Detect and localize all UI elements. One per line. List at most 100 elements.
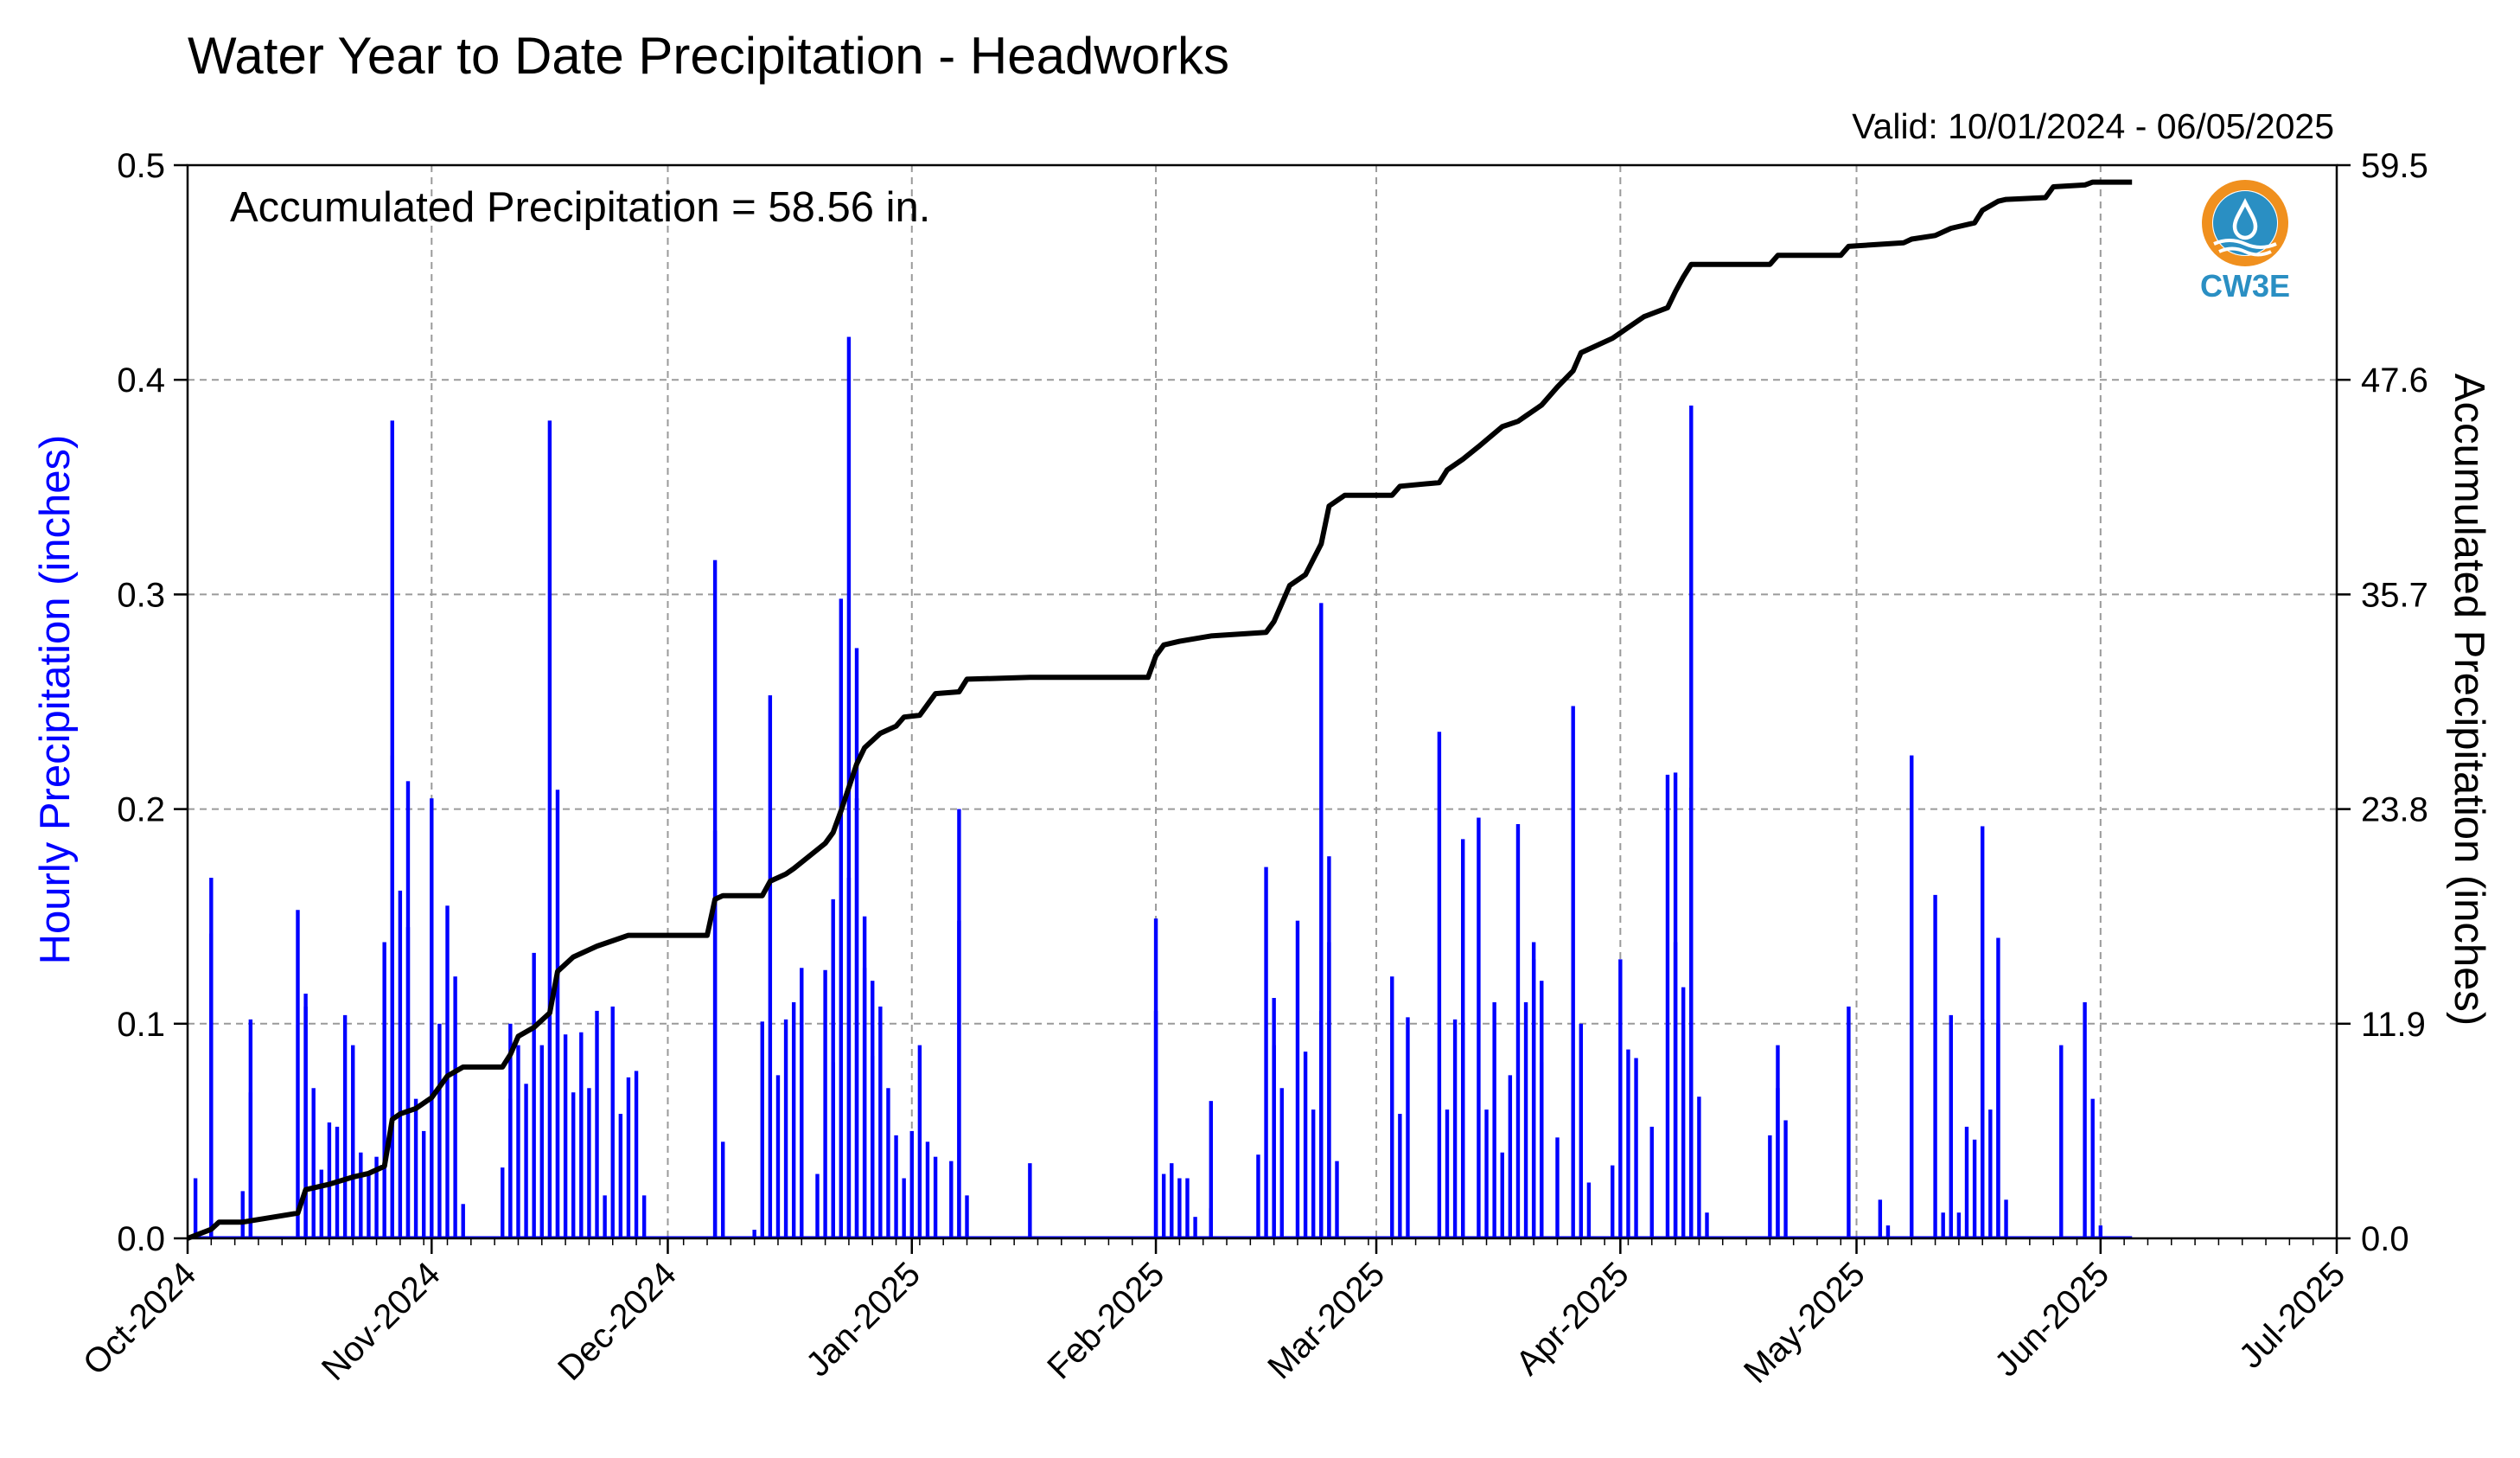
hourly-bar	[1783, 1120, 1788, 1238]
hourly-bar	[524, 1084, 528, 1238]
hourly-bar	[501, 1167, 505, 1238]
logo-ring	[2202, 180, 2288, 266]
hourly-bar	[359, 1152, 363, 1238]
tick-labels: 0.0 0.1 0.2 0.3 0.4 0.5 0.0 11.9 23.8 35.7 47.6 59.…	[76, 147, 2428, 1391]
y-tick-label: 0.0	[117, 1220, 165, 1258]
hourly-bar	[1996, 1023, 2000, 1238]
hourly-bar	[1153, 918, 1158, 1238]
hourly-bar	[775, 1075, 781, 1238]
hourly-bar	[1981, 1019, 1985, 1238]
hourly-bar	[610, 1006, 615, 1238]
y2-tick-label: 35.7	[2361, 576, 2428, 614]
hourly-bar	[413, 1098, 418, 1238]
hourly-bar	[1500, 1152, 1504, 1238]
hourly-bar	[618, 1114, 623, 1238]
y2-tick-label: 47.6	[2361, 361, 2428, 400]
hourly-bar	[2098, 1225, 2103, 1238]
hourly-bar	[1177, 1178, 1182, 1238]
hourly-bar	[1028, 1163, 1032, 1238]
x-tick-label: Jun-2025	[1987, 1255, 2116, 1384]
hourly-bar	[382, 942, 386, 1238]
hourly-bar	[1665, 774, 1670, 1238]
hourly-bar	[800, 968, 804, 1238]
hourly-bar	[1523, 1001, 1528, 1238]
hourly-bar	[1398, 1114, 1402, 1238]
hourly-bar	[721, 1141, 725, 1238]
hourly-bar	[1515, 823, 1521, 1238]
hourly-bar	[398, 890, 403, 1238]
hourly-bar	[871, 1056, 875, 1238]
hourly-bar	[430, 798, 434, 1238]
hourly-bar	[1531, 942, 1536, 1238]
hourly-bar	[634, 1071, 639, 1238]
hourly-bar	[878, 1006, 883, 1238]
hourly-bar	[209, 878, 214, 1238]
y-tick-label: 0.5	[117, 147, 165, 185]
hourly-bar	[563, 1034, 568, 1238]
y-tick-label: 0.3	[117, 576, 165, 614]
y2-tick-label: 0.0	[2361, 1220, 2409, 1258]
x-tick-label: Jan-2025	[799, 1255, 928, 1384]
hourly-bar	[327, 1122, 332, 1238]
hourly-bar	[367, 1173, 371, 1238]
hourly-bar	[933, 1156, 938, 1238]
hourly-bar	[437, 1023, 442, 1238]
hourly-bar	[1847, 1006, 1851, 1238]
accumulated-line	[186, 179, 2133, 1241]
hourly-bar	[1327, 942, 1331, 1238]
hourly-bar	[1579, 1023, 1584, 1238]
hourly-bar	[1634, 1058, 1638, 1238]
hourly-bar	[453, 976, 457, 1238]
hourly-bar	[2083, 1001, 2087, 1238]
hourly-bar	[902, 1178, 906, 1238]
hourly-bar	[571, 1092, 576, 1238]
hourly-bar	[1445, 1109, 1450, 1238]
hourly-bar	[1649, 1126, 1654, 1238]
hourly-bar	[1705, 1212, 1709, 1238]
hourly-bar	[886, 1088, 890, 1238]
hourly-bar	[712, 830, 718, 1238]
hourly-bar	[240, 1191, 245, 1238]
hourly-bar	[949, 1161, 954, 1238]
x-tick-label: Mar-2025	[1260, 1255, 1392, 1386]
hourly-bar	[311, 1088, 316, 1238]
hourly-bar	[1964, 1126, 1969, 1238]
hourly-bar	[1477, 817, 1481, 1238]
hourly-bar	[1452, 1019, 1458, 1238]
hourly-bar	[626, 1077, 631, 1238]
hourly-bar	[839, 598, 844, 1238]
hourly-bar	[1949, 1014, 1953, 1238]
y-axis-label: Hourly Precipitation (inches)	[32, 435, 79, 965]
hourly-bar	[319, 1169, 324, 1238]
hourly-bar	[917, 1045, 922, 1238]
hourly-bar	[1209, 1208, 1214, 1238]
hourly-bar	[374, 1156, 379, 1238]
hourly-bar	[579, 1032, 584, 1238]
hourly-bar	[1272, 1045, 1276, 1238]
x-tick-label: Nov-2024	[315, 1255, 448, 1388]
hourly-bar	[752, 1230, 756, 1238]
hourly-bar	[555, 972, 560, 1238]
hourly-bar	[1492, 1001, 1496, 1238]
hourly-bar	[532, 952, 536, 1238]
hourly-bar	[1910, 755, 1914, 1238]
hourly-bar	[1626, 1049, 1630, 1238]
hourly-bar	[603, 1195, 607, 1238]
hourly-bar	[1193, 1217, 1197, 1238]
hourly-bar	[1555, 1137, 1560, 1238]
hourly-bar	[508, 1023, 513, 1238]
hourly-bar	[1571, 706, 1575, 1238]
hourly-bar	[1319, 603, 1324, 1238]
hourly-bar	[1295, 920, 1300, 1238]
hourly-bar	[1406, 1017, 1410, 1238]
hourly-bar	[1461, 1023, 1465, 1238]
hourly-bar	[894, 1135, 898, 1238]
hourly-bar	[1279, 1088, 1284, 1238]
hourly-bar	[783, 1019, 788, 1238]
hourly-bar	[1885, 1225, 1891, 1238]
x-tick-label: Dec-2024	[551, 1255, 684, 1388]
hourly-bar	[1161, 1173, 1166, 1238]
hourly-bar	[957, 809, 961, 1238]
logo-wave-1	[2213, 239, 2277, 249]
